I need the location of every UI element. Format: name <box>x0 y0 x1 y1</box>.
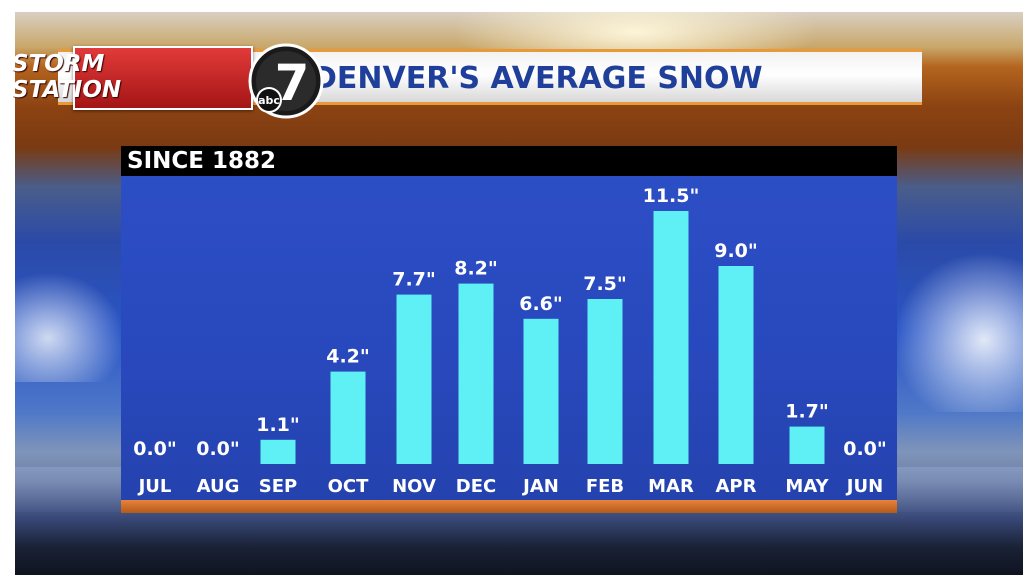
tick-label-month-nov: NOV <box>392 476 436 497</box>
tick-label-month-jan: JAN <box>521 476 559 497</box>
network-logo-text: abc <box>258 94 280 107</box>
bar-month-sep <box>260 439 296 464</box>
bar-month-feb <box>587 299 623 464</box>
storm-station-logo <box>73 46 253 110</box>
value-label-month-feb: 7.5" <box>583 273 627 295</box>
value-label-month-mar: 11.5" <box>643 185 700 207</box>
tick-label-month-sep: SEP <box>259 476 297 497</box>
bar-month-nov <box>396 294 432 464</box>
tick-label-month-aug: AUG <box>197 476 240 497</box>
tick-label-month-jun: JUN <box>845 476 883 497</box>
background-clouds-right <box>893 252 1023 412</box>
snow-bar-chart: 0.0" JUL 0.0" AUG 1.1" SEP 4.2" OCT 7.7" NOV 8.2" D… <box>133 185 887 497</box>
value-label-month-jan: 6.6" <box>519 293 563 315</box>
bar-month-mar <box>653 211 689 464</box>
chart-subtitle: SINCE 1882 <box>127 148 276 174</box>
value-label-month-sep: 1.1" <box>256 414 300 436</box>
tick-label-month-jul: JUL <box>137 476 172 497</box>
abc7-logo: 7 abc <box>248 43 324 119</box>
bar-month-apr <box>718 266 754 464</box>
background-clouds-left <box>15 272 125 382</box>
bar-month-dec <box>458 283 494 464</box>
tick-label-month-mar: MAR <box>648 476 694 497</box>
bar-month-may <box>789 426 825 464</box>
tick-label-month-apr: APR <box>716 476 757 497</box>
chart-bottom-stripe <box>121 500 897 513</box>
value-label-month-apr: 9.0" <box>714 240 758 262</box>
chart-subtitle-bar <box>121 146 897 176</box>
chart-panel <box>121 146 897 513</box>
page-title: DENVER'S AVERAGE SNOW <box>312 61 763 96</box>
value-label-month-aug: 0.0" <box>196 438 240 460</box>
tick-label-month-may: MAY <box>785 476 829 497</box>
value-label-month-jun: 0.0" <box>843 438 887 460</box>
tick-label-month-dec: DEC <box>456 476 496 497</box>
bar-month-jan <box>523 318 559 464</box>
value-label-month-oct: 4.2" <box>326 346 370 368</box>
tick-label-month-oct: OCT <box>328 476 370 497</box>
value-label-month-may: 1.7" <box>785 401 829 423</box>
value-label-month-nov: 7.7" <box>392 269 436 291</box>
value-label-month-jul: 0.0" <box>133 438 177 460</box>
value-label-month-dec: 8.2" <box>454 258 498 280</box>
logo-line-storm: STORM <box>12 51 105 77</box>
bar-month-oct <box>330 371 366 464</box>
logo-line-station: STATION <box>12 77 122 103</box>
tick-label-month-feb: FEB <box>586 476 624 497</box>
